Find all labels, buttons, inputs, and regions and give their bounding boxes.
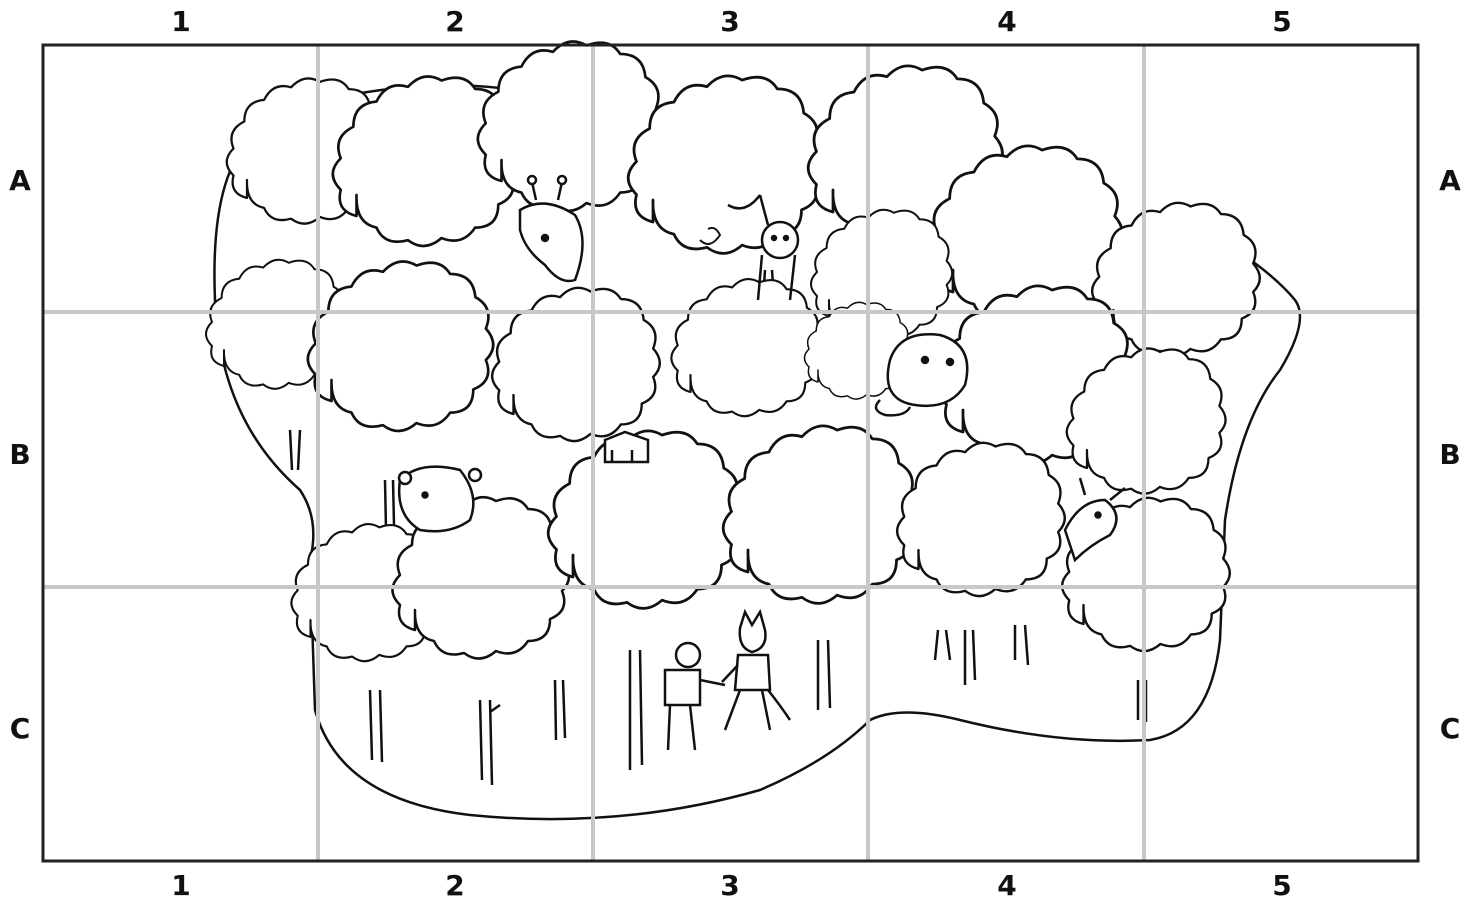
row-label-left-a: A (9, 164, 31, 197)
bear-icon (397, 465, 483, 533)
col-label-bottom-4: 4 (997, 869, 1017, 902)
row-label-right-b: B (1439, 438, 1461, 471)
bear-walker-icon (663, 641, 726, 751)
ground-outline (213, 139, 1302, 821)
col-label-top-1: 1 (171, 5, 191, 38)
col-label-bottom-5: 5 (1272, 869, 1292, 902)
fox-walker-icon (721, 608, 792, 731)
treehouse-icon (603, 430, 650, 464)
row-label-left-b: B (9, 438, 31, 471)
giraffe-icon (518, 174, 584, 283)
swirl-mark (699, 226, 722, 245)
col-label-bottom-1: 1 (171, 869, 191, 902)
tree-crown (895, 441, 1066, 598)
row-label-right-c: C (1439, 712, 1461, 745)
col-label-bottom-3: 3 (720, 869, 740, 902)
tree-crown (670, 278, 823, 418)
board-border (41, 43, 1420, 863)
row-label-left-c: C (9, 712, 31, 745)
col-label-top-4: 4 (997, 5, 1017, 38)
tree-trunks (288, 269, 1148, 786)
row-label-right-a: A (1439, 164, 1461, 197)
tree-crown (721, 424, 919, 605)
col-label-bottom-2: 2 (445, 869, 465, 902)
monkey-icon (756, 194, 800, 301)
grid-lines (43, 45, 1418, 860)
col-label-top-3: 3 (720, 5, 740, 38)
banana-icon (727, 194, 761, 210)
hamster-icon (874, 333, 969, 417)
col-label-top-2: 2 (445, 5, 465, 38)
deer-icon (1063, 477, 1126, 563)
col-label-top-5: 5 (1272, 5, 1292, 38)
